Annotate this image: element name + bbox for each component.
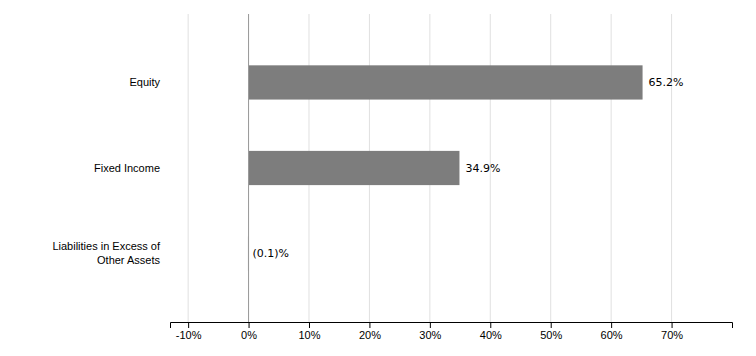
- x-tick-label: 0%: [241, 329, 257, 341]
- y-tick-label-line: Fixed Income: [94, 162, 160, 174]
- bar: [249, 151, 460, 185]
- x-tick-mark: [490, 322, 491, 328]
- x-tick-mark: [611, 322, 612, 328]
- y-axis: Liabilities in Excess of Other Assets Fixe…: [52, 76, 161, 266]
- bar: [249, 65, 643, 99]
- x-tick: 20%: [359, 322, 381, 341]
- grid-line: [611, 14, 612, 322]
- x-axis-line: [171, 323, 733, 329]
- x-tick-mark: [369, 322, 370, 328]
- y-tick-label: Equity: [129, 76, 160, 88]
- y-tick-label-line: Liabilities in Excess of: [52, 240, 161, 252]
- plot: -10% 0% 10% 20% 30% 40% 50% 60% 70% Liabilities i…: [52, 14, 732, 341]
- y-tick-label: Fixed Income: [94, 162, 160, 174]
- y-tick-label-line: Equity: [129, 76, 160, 88]
- x-axis: -10% 0% 10% 20% 30% 40% 50% 60% 70%: [171, 322, 733, 341]
- x-tick-label: 30%: [419, 329, 441, 341]
- y-tick: Liabilities in Excess of Other Assets: [52, 240, 161, 265]
- x-tick: 50%: [540, 322, 562, 341]
- x-tick-label: 10%: [298, 329, 320, 341]
- grid-line: [671, 14, 672, 322]
- x-tick-label: -10%: [176, 329, 202, 341]
- x-tick-label: 20%: [359, 329, 381, 341]
- x-tick: 30%: [419, 322, 441, 341]
- x-tick: 70%: [661, 322, 683, 341]
- x-tick-mark: [551, 322, 552, 328]
- x-tick: 10%: [298, 322, 320, 341]
- y-tick-label-line: Other Assets: [97, 254, 160, 266]
- grid: [188, 14, 671, 322]
- x-tick-mark: [430, 322, 431, 328]
- x-tick-label: 60%: [601, 329, 623, 341]
- x-tick: -10%: [176, 322, 202, 341]
- chart: -10% 0% 10% 20% 30% 40% 50% 60% 70% Liabilities i…: [0, 0, 756, 356]
- x-tick-label: 40%: [480, 329, 502, 341]
- x-tick-label: 70%: [661, 329, 683, 341]
- grid-line: [188, 14, 189, 322]
- grid-line: [550, 14, 551, 322]
- x-tick: 60%: [601, 322, 623, 341]
- x-tick-label: 50%: [540, 329, 562, 341]
- y-tick-label: Liabilities in Excess of Other Assets: [52, 240, 161, 265]
- x-tick-mark: [672, 322, 673, 328]
- data-label: 34.9%: [465, 162, 500, 175]
- bars: [248, 65, 643, 270]
- x-tick-mark: [249, 322, 250, 328]
- data-label: 65.2%: [649, 76, 684, 89]
- zero-line: [248, 14, 249, 322]
- x-tick: 0%: [241, 322, 257, 341]
- x-tick-mark: [188, 322, 189, 328]
- x-tick: 40%: [480, 322, 502, 341]
- data-label: (0.1)%: [253, 247, 290, 260]
- data-labels: (0.1)% 34.9% 65.2%: [253, 76, 684, 260]
- y-tick: Fixed Income: [94, 162, 160, 174]
- y-tick: Equity: [129, 76, 160, 88]
- grid-line: [248, 14, 249, 322]
- x-tick-mark: [309, 322, 310, 328]
